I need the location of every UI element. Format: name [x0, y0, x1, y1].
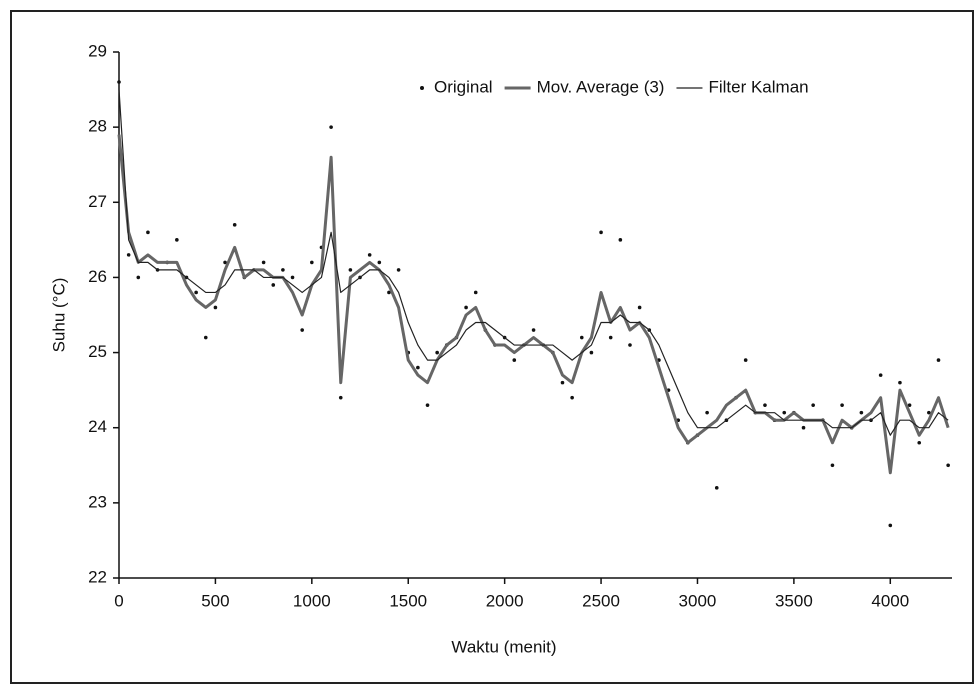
- x-axis-label: Waktu (menit): [451, 637, 556, 656]
- data-point: [136, 275, 141, 280]
- data-point: [175, 238, 179, 242]
- data-point: [117, 80, 121, 84]
- y-tick-label: 27: [88, 192, 107, 211]
- data-point: [570, 395, 574, 400]
- legend-marker: [420, 86, 424, 90]
- x-tick-label: 3500: [775, 591, 813, 610]
- legend-label: Original: [434, 77, 493, 96]
- y-tick-label: 26: [88, 267, 107, 286]
- data-point: [705, 410, 709, 415]
- series-line: [117, 134, 950, 475]
- data-point: [232, 223, 237, 227]
- y-tick-label: 24: [88, 417, 107, 436]
- legend-label: Mov. Average (3): [537, 77, 665, 96]
- data-point: [213, 305, 218, 310]
- data-point: [310, 260, 314, 265]
- data-point: [329, 125, 333, 129]
- data-point: [743, 358, 748, 362]
- data-point: [464, 305, 468, 310]
- y-tick-label: 28: [88, 117, 107, 136]
- x-tick-label: 2000: [486, 591, 524, 610]
- data-point: [223, 260, 227, 265]
- data-point: [435, 350, 439, 355]
- y-tick-label: 23: [88, 492, 107, 511]
- data-point: [203, 335, 208, 340]
- data-point: [917, 440, 922, 445]
- data-point: [425, 403, 430, 407]
- data-point: [763, 403, 767, 407]
- data-point: [589, 350, 594, 355]
- data-point: [782, 410, 787, 415]
- data-point: [907, 403, 912, 407]
- data-point: [126, 253, 131, 257]
- data-point: [608, 335, 613, 340]
- series-line: [118, 89, 949, 436]
- data-point: [194, 290, 198, 295]
- data-point: [512, 358, 517, 362]
- data-point: [618, 238, 623, 242]
- x-tick-label: 3000: [679, 591, 717, 610]
- frame: [10, 10, 974, 684]
- data-point: [927, 410, 931, 415]
- data-point: [628, 343, 632, 347]
- y-tick-label: 29: [88, 41, 107, 60]
- x-tick-label: 1000: [293, 591, 331, 610]
- x-tick-label: 1500: [389, 591, 427, 610]
- data-point: [637, 305, 642, 310]
- data-point: [599, 230, 603, 235]
- data-point: [878, 373, 883, 377]
- data-point: [579, 335, 584, 340]
- data-point: [271, 283, 276, 287]
- x-tick-label: 4000: [871, 591, 909, 610]
- data-point: [714, 486, 719, 490]
- data-point: [261, 260, 266, 265]
- y-axis-label: Suhu (°C): [49, 278, 68, 353]
- data-point: [811, 403, 815, 407]
- data-point: [859, 410, 864, 415]
- data-point: [946, 463, 950, 468]
- data-point: [290, 275, 295, 280]
- data-point: [387, 290, 391, 295]
- data-point: [377, 260, 382, 265]
- data-point: [830, 463, 835, 468]
- data-point: [367, 253, 372, 257]
- data-point: [416, 365, 420, 370]
- data-point: [888, 523, 893, 528]
- data-point: [348, 268, 353, 272]
- x-tick-label: 2500: [582, 591, 620, 610]
- data-point: [300, 328, 304, 332]
- data-point: [936, 358, 941, 362]
- legend-label: Filter Kalman: [708, 77, 808, 96]
- x-tick-label: 0: [114, 591, 123, 610]
- y-tick-label: 22: [88, 567, 107, 586]
- data-point: [338, 395, 343, 400]
- data-point: [560, 380, 565, 385]
- data-point: [531, 328, 536, 332]
- data-point: [396, 268, 401, 272]
- data-point: [473, 290, 478, 295]
- x-tick-label: 500: [201, 591, 229, 610]
- data-point: [898, 380, 902, 385]
- data-point: [840, 403, 844, 407]
- data-point: [801, 425, 806, 430]
- y-tick-label: 25: [88, 342, 107, 361]
- data-point: [146, 230, 150, 235]
- data-point: [281, 268, 285, 272]
